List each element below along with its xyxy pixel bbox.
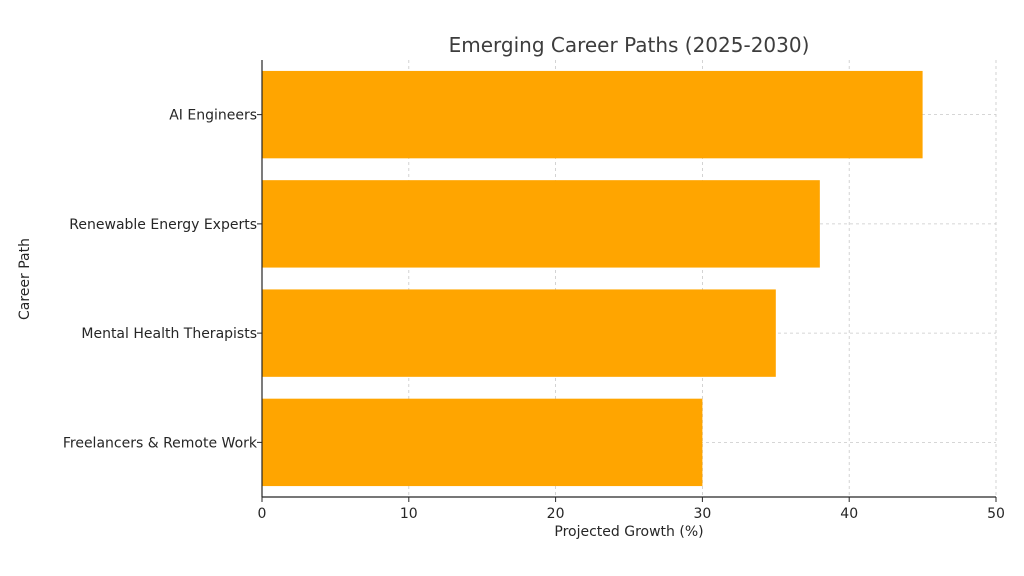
x-tick-label: 10 [400,506,418,522]
x-axis-title: Projected Growth (%) [554,524,703,540]
x-tick-label: 50 [987,506,1005,522]
y-axis-title: Career Path [17,238,33,320]
bar [262,180,820,268]
x-tick-label: 40 [840,506,858,522]
x-tick-label: 20 [547,506,565,522]
y-tick-label: Freelancers & Remote Work [63,435,258,451]
y-tick-label: AI Engineers [169,108,257,124]
y-axis-ticks: AI Engineers Renewable Energy Experts Ment… [63,108,262,451]
bar [262,398,703,487]
x-tick-label: 0 [258,506,267,522]
bar [262,289,776,377]
bars [262,70,923,487]
x-tick-label: 30 [693,506,711,522]
axes [261,60,996,498]
chart-title: Emerging Career Paths (2025-2030) [449,33,810,57]
y-tick-label: Mental Health Therapists [81,326,257,342]
x-axis-ticks: 0 10 20 30 40 50 [258,497,1005,522]
bar [262,70,923,159]
y-tick-label: Renewable Energy Experts [69,217,257,233]
